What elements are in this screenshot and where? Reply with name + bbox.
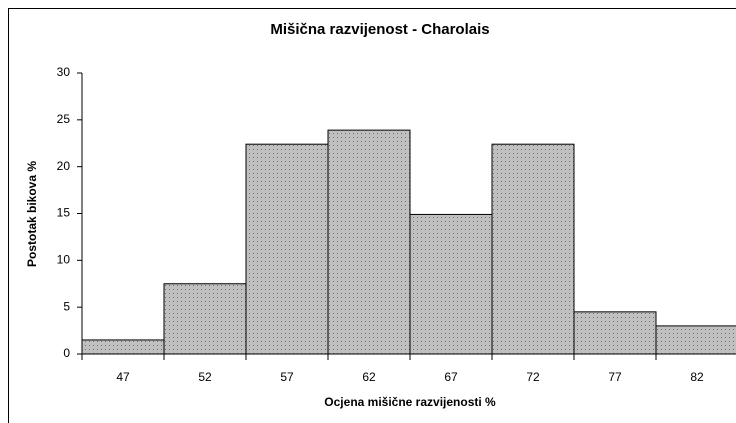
bar [81, 339, 165, 355]
bar [655, 325, 736, 355]
bar [245, 143, 329, 355]
y-axis-title: Postotak bikova % [25, 161, 39, 267]
bar [163, 283, 247, 355]
y-tick-label: 25 [57, 112, 71, 126]
x-tick-label: 77 [608, 370, 622, 384]
bar [327, 129, 411, 355]
x-tick-label: 67 [444, 370, 458, 384]
x-tick-label: 62 [362, 370, 376, 384]
y-tick-label: 5 [63, 299, 70, 313]
chart-title: Mišična razvijenost - Charolais [270, 21, 489, 38]
y-tick-label: 20 [57, 159, 71, 173]
bar [491, 143, 575, 355]
x-tick-label: 47 [116, 370, 130, 384]
x-tick-label: 72 [526, 370, 540, 384]
bar [409, 213, 493, 355]
y-tick-label: 15 [57, 206, 71, 220]
x-tick-label: 82 [690, 370, 704, 384]
bar [573, 311, 657, 355]
y-tick-label: 10 [57, 253, 71, 267]
y-tick-label: 30 [57, 65, 71, 79]
x-tick-label: 57 [280, 370, 294, 384]
x-tick-label: 52 [198, 370, 212, 384]
x-axis-title: Ocjena mišične razvijenosti % [324, 395, 496, 409]
y-tick-label: 0 [63, 346, 70, 360]
